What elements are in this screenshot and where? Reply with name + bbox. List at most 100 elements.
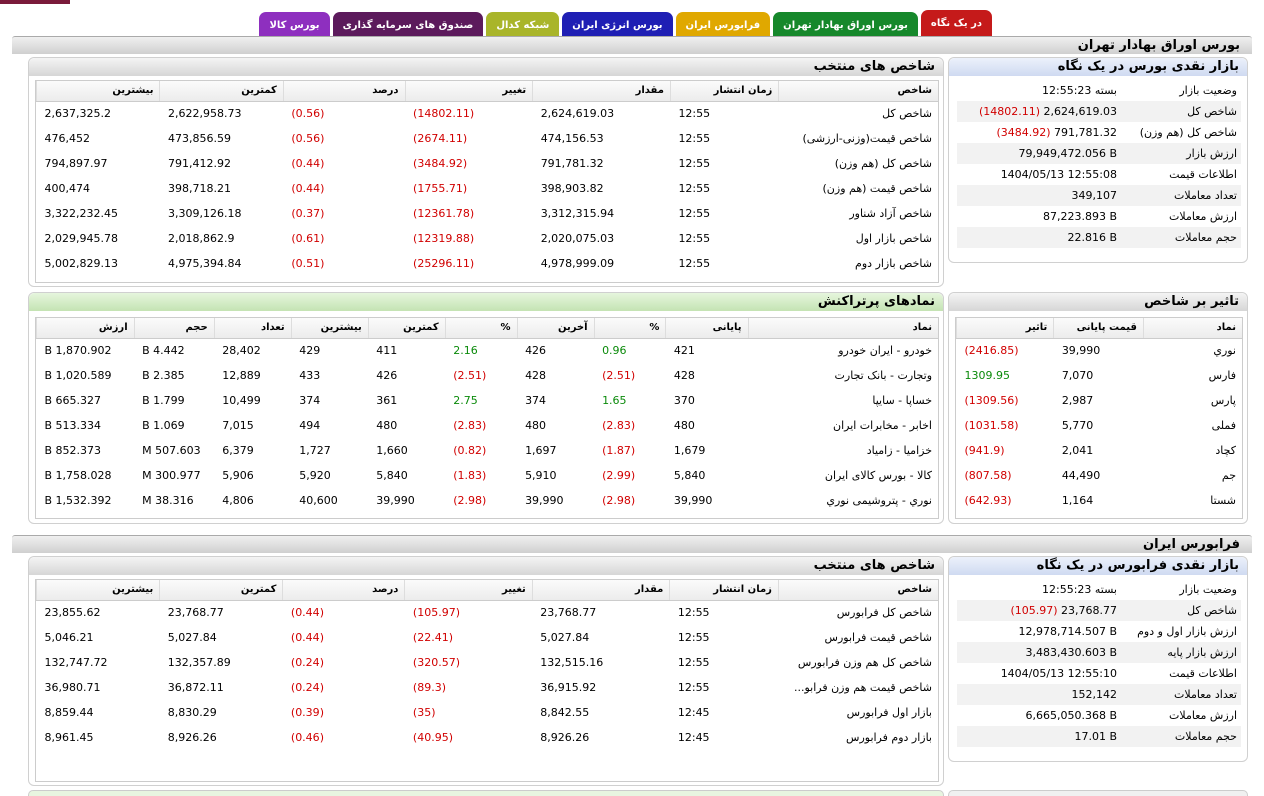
table-cell: شاخص قیمت(وزنی-ارزشی) (802, 132, 932, 145)
column-header[interactable]: کمترین (367, 318, 446, 339)
table-row[interactable]: فملی 5,770 (1031.58) (957, 413, 1243, 438)
column-header[interactable]: تاثیر (955, 318, 1054, 339)
overview-number: 12,978,714.507 B (1018, 625, 1117, 638)
column-header[interactable]: درصد (282, 81, 406, 102)
tab-4[interactable]: شبکه کدال (486, 12, 560, 36)
table-row[interactable]: بازار اول فرابورس 12:45 8,842.55 (35) (0.39)… (37, 700, 939, 725)
column-header[interactable]: تغییر (404, 580, 533, 601)
overview-label: حجم معاملات (1174, 730, 1237, 743)
table-cell: 400,474 (44, 182, 91, 195)
table-cell: 2.16 (453, 344, 478, 358)
table-row[interactable]: کالا - بورس کالای ایران 5,840 (2.99) 5,910 (… (37, 463, 939, 488)
table-row[interactable]: شاخص کل فرابورس 12:55 23,768.77 (105.97) (0.… (37, 600, 939, 625)
column-header[interactable]: مقدار (532, 81, 671, 102)
overview-value: بسته 12:55:23 (957, 583, 1117, 596)
column-header[interactable]: کمترین (159, 81, 284, 102)
table-cell: 374 (299, 394, 321, 407)
table-cell: 2,624,619.03 (540, 107, 615, 121)
column-header[interactable]: % (593, 318, 666, 339)
overview-change: (3484.92) (996, 126, 1051, 139)
overview-number: 152,142 (1071, 688, 1118, 701)
table-cell: پارس (1210, 394, 1236, 407)
table-row[interactable]: پارس 2,987 (1309.56) (957, 388, 1243, 413)
overview-value: 12,978,714.507 B (957, 625, 1117, 638)
table-cell: (0.37) (291, 207, 325, 220)
column-header[interactable]: نماد (747, 318, 938, 339)
column-header[interactable]: شاخص (777, 580, 938, 601)
overview-value: 22.816 B (957, 231, 1117, 244)
column-header[interactable]: شاخص (778, 81, 938, 102)
table-cell: 480 (673, 419, 695, 432)
column-header[interactable]: زمان انتشار (669, 81, 779, 102)
table-cell: شاخص قیمت (هم وزن) (822, 182, 932, 195)
table-cell: 852.373 B (44, 444, 102, 457)
table-cell: 5,027.84 (540, 631, 590, 644)
table-row[interactable]: شاخص کل 12:55 2,624,619.03 (14802.11) (0.56)… (37, 101, 939, 126)
column-header[interactable]: بیشترین (35, 580, 160, 601)
table-row[interactable]: خزامیا - زامیاد 1,679 (1.87) 1,697 (0.82) 1,6… (37, 438, 939, 463)
tab-1[interactable]: بورس اوراق بهادار تهران (773, 12, 918, 36)
column-header[interactable]: قیمت پایانی (1053, 318, 1144, 339)
overview-number: 87,223.893 B (1042, 210, 1117, 223)
table-row[interactable]: شاخص بازار اول 12:55 2,020,075.03 (12319.88… (37, 226, 939, 251)
ifb-indices-panel: شاخص های منتخب شاخص زمان انتشار مقدار تغییر… (28, 556, 944, 786)
table-cell: 12:55 (678, 132, 711, 145)
overview-value: 6,665,050.368 B (957, 709, 1117, 722)
overview-value: 87,223.893 B (957, 210, 1117, 223)
column-header[interactable]: پایانی (665, 318, 749, 339)
table-cell: شستا (1210, 494, 1236, 507)
overview-value: 17.01 B (957, 730, 1117, 743)
column-header[interactable]: تعداد (213, 318, 292, 339)
table-row[interactable]: شاخص بازار دوم 12:55 4,978,999.09 (25296.11… (37, 251, 939, 276)
overview-row: شاخص کل (هم وزن) (3484.92) 791,781.32 (957, 122, 1241, 143)
column-header[interactable]: حجم (133, 318, 215, 339)
table-row[interactable]: شستا 1,164 (642.93) (957, 488, 1243, 513)
table-row[interactable]: شاخص آزاد شناور 12:55 3,312,315.94 (12361.7… (37, 201, 939, 226)
tab-3[interactable]: بورس انرژی ایران (562, 12, 673, 36)
table-row[interactable]: فارس 7,070 1309.95 (957, 363, 1243, 388)
table-cell: (2.99) (602, 469, 636, 482)
overview-label: تعداد معاملات (1174, 189, 1237, 202)
table-cell: 28,402 (222, 344, 261, 358)
table-cell: 12:55 (677, 656, 710, 669)
table-row[interactable]: شاخص قیمت (هم وزن) 12:55 398,903.82 (1755.7… (37, 176, 939, 201)
column-header[interactable]: % (444, 318, 518, 339)
column-header[interactable]: ارزش (36, 318, 135, 339)
table-row[interactable]: شاخص کل هم وزن فرابورس 12:55 132,515.16 (32… (37, 650, 939, 675)
column-header[interactable]: تغییر (404, 81, 533, 102)
table-row[interactable]: بازار دوم فرابورس 12:45 8,926.26 (40.95) (0.… (37, 725, 939, 750)
tse-hot-panel: نمادهای پرتراکنش نماد پایانی% آخرین% کمترین… (28, 292, 944, 524)
table-row[interactable]: وتجارت - بانک تجارت 428 (2.51) 428 (2.51) 426… (37, 363, 939, 388)
table-row[interactable]: شاخص قیمت فرابورس 12:55 5,027.84 (22.41) (0.… (37, 625, 939, 650)
column-header[interactable]: آخرین (516, 318, 595, 339)
column-header[interactable]: نماد (1142, 318, 1242, 339)
table-cell: 411 (376, 344, 398, 358)
table-cell: نوري - پتروشیمی نوري (826, 494, 932, 507)
tab-6[interactable]: بورس کالا (259, 12, 330, 36)
table-cell: (0.44) (290, 631, 324, 644)
table-row[interactable]: نوري - پتروشیمی نوري 39,990 (2.98) 39,990 (2… (37, 488, 939, 513)
table-row[interactable]: نوري 39,990 (2416.85) (957, 338, 1243, 363)
overview-value: 1404/05/13 12:55:10 (957, 667, 1117, 680)
table-row[interactable]: خساپا - سایپا 370 1.65 374 2.75 361 374 10,499 1… (37, 388, 939, 413)
tab-5[interactable]: صندوق های سرمایه گذاری (332, 12, 484, 36)
tab-0[interactable]: در یک نگاه (920, 10, 992, 36)
overview-number: 79,949,472.056 B (1018, 147, 1117, 160)
table-row[interactable]: شاخص قیمت(وزنی-ارزشی) 12:55 474,156.53 (267… (37, 126, 939, 151)
column-header[interactable]: کمترین (159, 580, 283, 601)
column-header[interactable]: درصد (282, 580, 405, 601)
table-row[interactable]: جم 44,490 (807.58) (957, 463, 1243, 488)
column-header[interactable]: بیشترین (35, 81, 160, 102)
column-header[interactable]: مقدار (531, 580, 670, 601)
table-cell: (2.83) (602, 419, 636, 432)
column-header[interactable]: زمان انتشار (669, 580, 779, 601)
table-row[interactable]: شاخص قیمت هم وزن فرابو... 12:55 36,915.92 (… (37, 675, 939, 700)
header-row: شاخص زمان انتشار مقدار تغییر درصد کمترین بیشتر… (35, 580, 938, 601)
tab-2[interactable]: فرابورس ایران (675, 12, 771, 36)
table-row[interactable]: شاخص کل (هم وزن) 12:55 791,781.32 (3484.92)… (37, 151, 939, 176)
table-cell: 0.96 (602, 344, 627, 358)
table-row[interactable]: اخابر - مخابرات ایران 480 (2.83) 480 (2.83) 4… (37, 413, 939, 438)
table-row[interactable]: خودرو - ایران خودرو 421 0.96 426 2.16 411 429 2… (37, 338, 939, 363)
table-row[interactable]: کچاد 2,041 (941.9) (957, 438, 1243, 463)
column-header[interactable]: بیشترین (290, 318, 369, 339)
